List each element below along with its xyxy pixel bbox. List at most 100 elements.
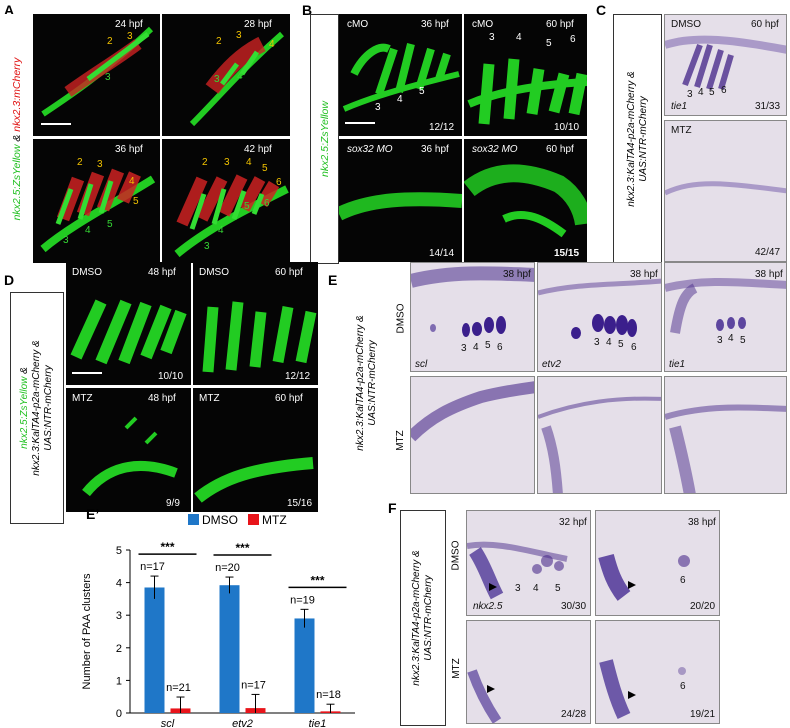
count-label: 10/10 xyxy=(554,122,580,133)
cluster-number: 4 xyxy=(516,32,522,43)
panel-c-side-text: nkx2.3:KalTA4-p2a-mCherry & UAS:NTR-mCher… xyxy=(625,71,649,207)
panel-e-tile-image xyxy=(411,266,534,337)
panel-label-a: A xyxy=(4,2,15,18)
panel-f-side-text: nkx2.3:KalTA4-p2a-mCherry & UAS:NTR-mCher… xyxy=(411,550,434,686)
panel-b-tile-image xyxy=(467,58,587,125)
time-label: 38 hpf xyxy=(755,269,783,280)
cluster-number: 3 xyxy=(224,157,230,168)
condition-label: cMO xyxy=(347,19,369,30)
panel-a-tile-image xyxy=(174,174,289,258)
cluster-number: 3 xyxy=(127,31,133,42)
cluster-number: 5 xyxy=(555,583,561,594)
gene-label: tie1 xyxy=(671,101,688,112)
count-label: 19/21 xyxy=(690,709,716,720)
panel-label-e: E xyxy=(328,272,338,288)
y-axis-label: Number of PAA clusters xyxy=(81,573,93,689)
panel-b-tile-sox32-36: sox32 MO 36 hpf 14/14 xyxy=(339,139,462,262)
x-tick-label-scl: scl xyxy=(161,718,175,728)
row-label-dmso: DMSO xyxy=(450,540,462,571)
panel-label-c: C xyxy=(596,2,607,18)
cluster-number: 2 xyxy=(107,36,113,47)
panel-d-tile-image xyxy=(82,416,178,497)
cluster-number: 4 xyxy=(218,225,224,236)
condition-label: MTZ xyxy=(199,393,220,404)
cluster-number: 6 xyxy=(680,575,686,586)
panel-label-f: F xyxy=(388,500,397,516)
y-tick-label: 2 xyxy=(116,643,122,655)
panel-b-tile-image xyxy=(342,43,460,112)
count-label: 12/12 xyxy=(429,122,455,133)
cluster-number: 4 xyxy=(698,87,704,98)
paa-cluster-bar-chart: DMSO MTZ 0 1 2 3 4 5 Number of PAA clusters n=17 n… xyxy=(81,513,355,728)
panel-c-tile-image xyxy=(665,35,786,90)
count-label: 15/15 xyxy=(554,248,580,259)
n-label: n=20 xyxy=(215,562,240,574)
panel-c-tile-dmso: DMSO 60 hpf 3 4 5 6 tie1 31/33 xyxy=(664,14,787,116)
y-tick-label: 1 xyxy=(116,675,122,687)
y-tick-label: 5 xyxy=(116,545,122,557)
panel-d-tile-dmso-60: DMSO 60 hpf 12/12 xyxy=(193,262,318,385)
panel-e-tile-scl-dmso: 38 hpf 3 4 5 6 scl xyxy=(410,262,535,372)
time-label: 42 hpf xyxy=(244,144,272,155)
time-label: 48 hpf xyxy=(148,393,176,404)
panel-a-tile-24hpf: 24 hpf 2 3 3 xyxy=(33,14,160,136)
time-label: 36 hpf xyxy=(421,19,449,30)
cluster-number: 4 xyxy=(606,337,612,348)
cluster-number: 5 xyxy=(546,38,552,49)
cluster-number: 5 xyxy=(133,196,139,207)
panel-f-tile-dmso-38: 38 hpf 6 20/20 xyxy=(595,510,720,616)
panel-c-tile-mtz: MTZ 42/47 xyxy=(664,120,787,262)
count-label: 24/28 xyxy=(561,709,587,720)
panel-d-tile-image xyxy=(194,457,314,503)
legend-label-mtz: MTZ xyxy=(262,513,287,527)
cluster-number: 3 xyxy=(236,30,242,41)
bar-dmso-scl xyxy=(144,587,165,713)
condition-label: MTZ xyxy=(72,393,93,404)
panel-e-tile-etv2-mtz xyxy=(537,376,662,494)
panel-a-tile-image xyxy=(41,26,154,117)
count-label: 15/16 xyxy=(287,498,313,509)
panel-d-tile-mtz-48: MTZ 48 hpf 9/9 xyxy=(66,388,191,512)
gene-label: nkx2.5 xyxy=(473,601,503,612)
cluster-number: 5 xyxy=(709,87,715,98)
count-label: 30/30 xyxy=(561,601,587,612)
cluster-number: 6 xyxy=(721,85,727,96)
time-label: 60 hpf xyxy=(275,267,303,278)
cluster-number: 3 xyxy=(461,343,467,354)
panel-b-side-label: nkx2.5:ZsYellow xyxy=(310,14,339,264)
y-tick-label: 0 xyxy=(116,708,122,720)
time-label: 60 hpf xyxy=(546,19,574,30)
time-label: 38 hpf xyxy=(688,517,716,528)
cluster-number: 2 xyxy=(216,36,222,47)
cluster-number: 2 xyxy=(77,157,83,168)
condition-label: sox32 MO xyxy=(472,144,518,155)
cluster-number: 3 xyxy=(105,72,111,83)
time-label: 36 hpf xyxy=(421,144,449,155)
panel-d-tile-dmso-48: DMSO 48 hpf 10/10 xyxy=(66,262,191,385)
cluster-number: 3 xyxy=(515,583,521,594)
x-tick-label-etv2: etv2 xyxy=(232,718,253,728)
cluster-number: 4 xyxy=(397,94,403,105)
panel-e-tile-image xyxy=(665,278,786,334)
panel-a-tile-image xyxy=(189,31,284,127)
cluster-number: 6 xyxy=(570,34,576,45)
panel-d-tile-image xyxy=(202,301,317,373)
panel-e-tile-image xyxy=(538,396,661,493)
panel-f-tile-mtz-38: 6 19/21 xyxy=(595,620,720,724)
cluster-number: 5 xyxy=(618,339,624,350)
panel-f-tile-image xyxy=(467,541,568,600)
panel-a-tile-28hpf: 28 hpf 2 3 4 3 4 xyxy=(162,14,290,136)
cluster-number: 4 xyxy=(473,342,479,353)
cluster-number: 4 xyxy=(237,71,243,82)
time-label: 60 hpf xyxy=(546,144,574,155)
panel-f-tile-mtz-32: 24/28 xyxy=(466,620,591,724)
panel-e-tile-etv2-dmso: 38 hpf 3 4 5 6 etv2 xyxy=(537,262,662,372)
panel-a-side-text: nkx2.5:ZsYellow & nkx2.3:mCherry xyxy=(11,57,23,220)
cluster-number: 4 xyxy=(269,39,275,50)
panel-label-d: D xyxy=(4,272,15,288)
count-label: 12/12 xyxy=(285,371,311,382)
panel-b-tile-cmo-36: cMO 36 hpf 3 4 5 12/12 xyxy=(339,14,462,136)
row-label-mtz: MTZ xyxy=(394,430,406,451)
legend-label-dmso: DMSO xyxy=(202,513,238,527)
panel-d-tile-image xyxy=(70,299,187,365)
